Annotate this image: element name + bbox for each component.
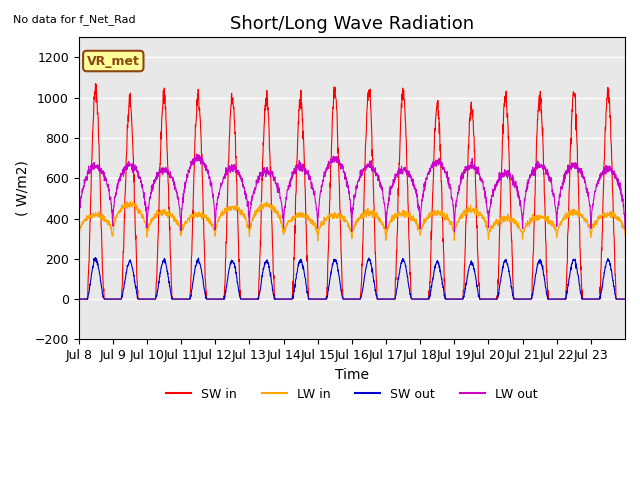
SW out	[75, 296, 83, 302]
SW in	[130, 155, 138, 161]
SW in	[75, 296, 83, 302]
SW out	[614, 296, 621, 302]
Text: No data for f_Net_Rad: No data for f_Net_Rad	[13, 14, 136, 25]
LW out	[75, 219, 83, 225]
LW in	[614, 215, 621, 220]
LW in	[548, 219, 556, 225]
LW out	[548, 180, 556, 185]
LW out	[516, 200, 524, 206]
SW out	[516, 296, 524, 302]
LW out	[451, 229, 458, 235]
X-axis label: Time: Time	[335, 368, 369, 382]
SW out	[92, 255, 99, 261]
LW out	[621, 226, 629, 232]
LW out	[248, 202, 255, 207]
LW out	[385, 195, 392, 201]
Line: SW out: SW out	[79, 258, 625, 299]
LW in	[127, 199, 134, 204]
Line: LW out: LW out	[79, 154, 625, 232]
Title: Short/Long Wave Radiation: Short/Long Wave Radiation	[230, 15, 474, 33]
LW out	[193, 151, 200, 157]
SW out	[385, 296, 392, 302]
SW out	[547, 296, 555, 302]
Text: VR_met: VR_met	[87, 55, 140, 68]
SW in	[614, 296, 621, 302]
Legend: SW in, LW in, SW out, LW out: SW in, LW in, SW out, LW out	[161, 383, 543, 406]
SW in	[385, 296, 392, 302]
SW out	[130, 270, 138, 276]
LW in	[621, 232, 629, 238]
SW out	[621, 296, 629, 302]
LW in	[385, 221, 393, 227]
LW in	[314, 238, 322, 244]
LW in	[516, 227, 524, 232]
SW in	[516, 296, 524, 302]
Line: SW in: SW in	[79, 84, 625, 299]
LW out	[614, 175, 621, 181]
SW out	[248, 296, 255, 302]
SW in	[248, 296, 255, 302]
Line: LW in: LW in	[79, 202, 625, 241]
Y-axis label: ( W/m2): ( W/m2)	[15, 160, 29, 216]
LW in	[130, 202, 138, 207]
LW in	[75, 234, 83, 240]
SW in	[92, 81, 99, 86]
LW in	[248, 221, 255, 227]
SW in	[547, 296, 555, 302]
SW in	[621, 296, 629, 302]
LW out	[129, 160, 137, 166]
